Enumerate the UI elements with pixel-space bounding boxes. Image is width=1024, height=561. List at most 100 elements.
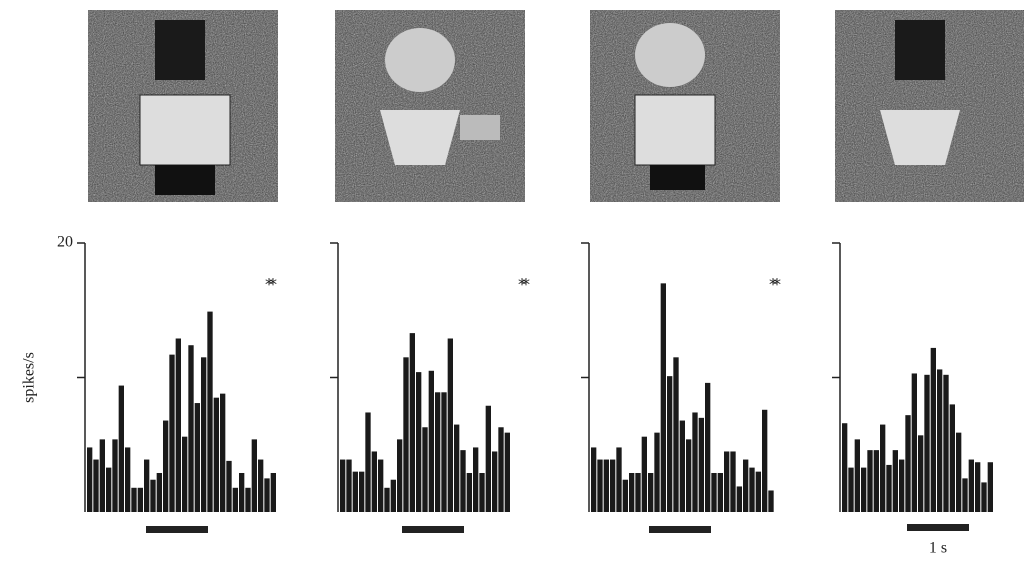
bar (730, 451, 735, 512)
bar (762, 410, 767, 512)
bar (188, 345, 193, 512)
bar (498, 427, 503, 512)
significance: ** (265, 275, 277, 294)
bar (157, 473, 162, 512)
bar (460, 450, 465, 512)
bar (642, 437, 647, 512)
bar (855, 439, 860, 512)
bar (207, 312, 212, 512)
bar (591, 447, 596, 512)
bar (724, 451, 729, 512)
bar (867, 450, 872, 512)
bar (435, 392, 440, 512)
figure: 20spikes/s*******1 s (0, 0, 1024, 561)
bar (397, 439, 402, 512)
bar (648, 473, 653, 512)
bar (112, 439, 117, 512)
bar (372, 451, 377, 512)
bar (106, 468, 111, 512)
bar (454, 425, 459, 512)
bar (912, 373, 917, 512)
bar (365, 412, 370, 512)
bar (226, 461, 231, 512)
bar (743, 460, 748, 512)
bar (680, 421, 685, 512)
bar (768, 490, 773, 512)
y-axis-label: spikes/s (21, 352, 38, 403)
bar (705, 383, 710, 512)
bar (258, 460, 263, 512)
bar (756, 472, 761, 512)
bar (125, 447, 130, 512)
bar (416, 372, 421, 512)
bar (610, 460, 615, 512)
bar (220, 394, 225, 512)
stimulus-images (88, 10, 1024, 202)
bar (950, 404, 955, 512)
bar (422, 427, 427, 512)
bar (214, 398, 219, 512)
bar (654, 433, 659, 512)
bar (252, 439, 257, 512)
bar (100, 439, 105, 512)
bar (635, 473, 640, 512)
bar (886, 465, 891, 512)
bar (233, 488, 238, 512)
bar (899, 460, 904, 512)
bar (403, 357, 408, 512)
bar (699, 418, 704, 512)
bar (931, 348, 936, 512)
bar (448, 338, 453, 512)
bar (962, 478, 967, 512)
bar (93, 460, 98, 512)
bar (842, 423, 847, 512)
bar (667, 376, 672, 512)
bar (467, 473, 472, 512)
bar (245, 488, 250, 512)
bar (737, 486, 742, 512)
bar (264, 478, 269, 512)
bar (176, 338, 181, 512)
bar (880, 425, 885, 512)
bar (848, 468, 853, 512)
bar (163, 421, 168, 512)
bar (353, 472, 358, 512)
bar (486, 406, 491, 512)
bar (239, 473, 244, 512)
bar (686, 439, 691, 512)
stimulus-image (88, 10, 278, 202)
bar (195, 403, 200, 512)
bar (119, 386, 124, 512)
bar (87, 447, 92, 512)
bar (629, 473, 634, 512)
bar (340, 460, 345, 512)
bar (492, 451, 497, 512)
bar (718, 473, 723, 512)
bar (201, 357, 206, 512)
bar (988, 462, 993, 512)
bar (673, 357, 678, 512)
bar (384, 488, 389, 512)
y-tick-label: 20 (57, 234, 73, 251)
scale-label: 1 s (929, 540, 947, 557)
bar (378, 460, 383, 512)
bar (441, 392, 446, 512)
significance: ** (769, 275, 781, 294)
bar (410, 333, 415, 512)
stimulus-image (835, 10, 1024, 202)
bar (479, 473, 484, 512)
bar (905, 415, 910, 512)
stimulus-image (590, 10, 780, 202)
significance: ** (518, 275, 530, 294)
bar (937, 369, 942, 512)
bar (661, 283, 666, 512)
bar (874, 450, 879, 512)
stimulus-bars (146, 524, 969, 533)
bar (150, 480, 155, 512)
bar (616, 447, 621, 512)
bar (346, 460, 351, 512)
bar (969, 460, 974, 512)
bar (604, 460, 609, 512)
stimulus-image (335, 10, 525, 202)
bar (975, 462, 980, 512)
